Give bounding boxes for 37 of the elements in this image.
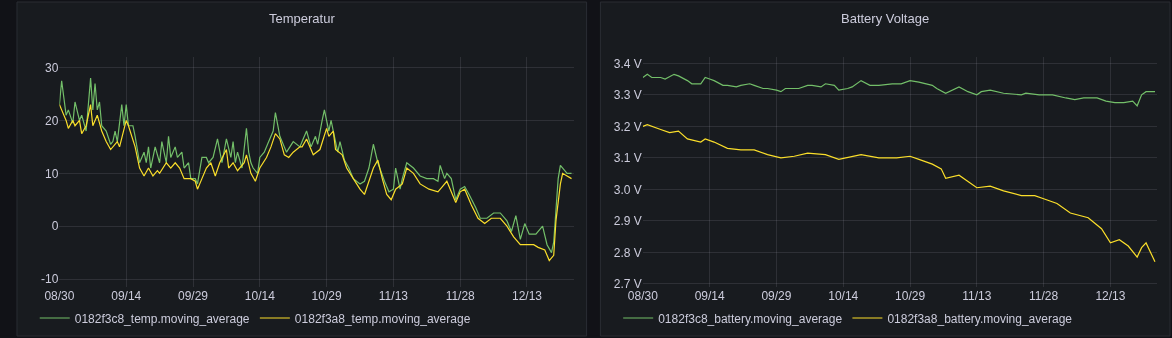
x-tick-label: 10/14 bbox=[828, 289, 859, 303]
chart-title: Battery Voltage bbox=[841, 11, 930, 26]
y-tick-label: 2.7 V bbox=[613, 277, 642, 292]
legend-label: 0182f3a8_temp.moving_average bbox=[294, 311, 471, 326]
x-tick-label: 10/29 bbox=[895, 289, 926, 303]
x-tick-label: 11/13 bbox=[378, 289, 409, 303]
x-tick-label: 09/14 bbox=[694, 289, 725, 303]
legend-label: 0182f3c8_battery.moving_average bbox=[658, 311, 843, 326]
x-tick-label: 08/30 bbox=[627, 289, 659, 303]
x-tick-label: 08/30 bbox=[44, 289, 75, 303]
x-tick-label: 09/29 bbox=[761, 289, 792, 303]
x-tick-label: 11/28 bbox=[445, 289, 476, 303]
y-tick-label: 3.2 V bbox=[613, 119, 642, 134]
y-tick-label: 3.1 V bbox=[613, 151, 642, 166]
line-series bbox=[642, 73, 1156, 107]
y-tick-label: 3.4 V bbox=[613, 56, 642, 71]
y-tick-label: 3.3 V bbox=[613, 88, 642, 103]
x-tick-label: 12/13 bbox=[511, 289, 543, 303]
x-tick-label: 11/28 bbox=[1029, 289, 1059, 303]
x-tick-label: 10/14 bbox=[244, 289, 276, 303]
x-tick-label: 09/29 bbox=[178, 289, 209, 303]
legend-label: 0182f3a8_battery.moving_average bbox=[887, 311, 1073, 326]
x-tick-label: 11/13 bbox=[962, 289, 992, 303]
y-tick-label: 20 bbox=[45, 113, 59, 128]
x-tick-label: 12/13 bbox=[1095, 289, 1126, 303]
y-tick-label: -10 bbox=[41, 272, 59, 287]
y-tick-label: 3.0 V bbox=[613, 182, 642, 197]
y-tick-label: 2.8 V bbox=[613, 245, 642, 260]
x-tick-label: 09/14 bbox=[111, 289, 142, 303]
y-tick-label: 2.9 V bbox=[613, 214, 642, 229]
y-tick-label: 30 bbox=[45, 60, 59, 75]
chart-title: Temperatur bbox=[269, 11, 336, 26]
y-tick-label: 0 bbox=[51, 219, 59, 234]
x-tick-label: 10/29 bbox=[311, 289, 342, 303]
legend-label: 0182f3c8_temp.moving_average bbox=[74, 311, 250, 326]
y-tick-label: 10 bbox=[45, 166, 59, 181]
line-series bbox=[642, 124, 1156, 263]
